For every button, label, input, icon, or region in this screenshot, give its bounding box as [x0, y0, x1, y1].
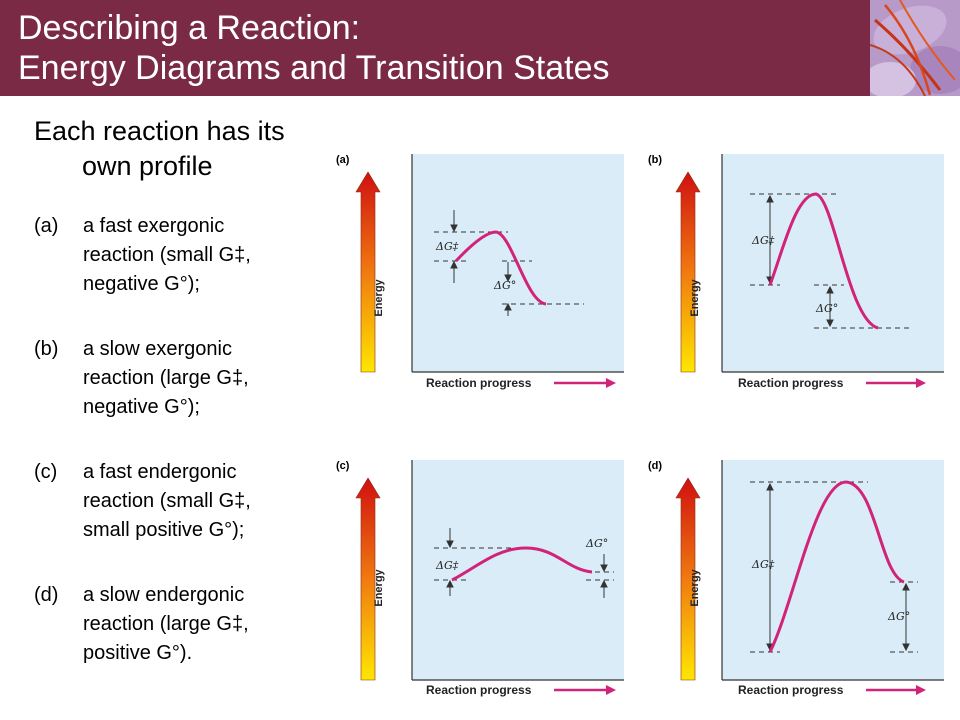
energy-curve [451, 546, 593, 582]
dg-activation-label: ΔG‡ [751, 234, 775, 247]
item-line: reaction (small G‡, [83, 490, 251, 512]
diagram-b: (b) Energy ΔG‡ ΔG° Reaction progress [648, 150, 948, 390]
progress-arrow [866, 378, 926, 388]
flower-image [870, 0, 960, 96]
dg-standard-label: ΔG° [815, 302, 838, 315]
plot-area [412, 460, 624, 680]
item-tag: (d) [34, 584, 59, 606]
energy-label: Energy [689, 568, 701, 606]
x-axis-label: Reaction progress [426, 376, 532, 390]
x-axis-label: Reaction progress [738, 683, 844, 697]
progress-arrow [554, 685, 616, 695]
item-line: small positive G°); [83, 519, 245, 541]
title-banner: Describing a Reaction: Energy Diagrams a… [0, 0, 960, 96]
dg-standard-label: ΔG° [585, 537, 608, 550]
dg-activation-label: ΔG‡ [435, 240, 459, 253]
title-line-1: Describing a Reaction: [18, 9, 361, 47]
energy-label: Energy [373, 278, 385, 316]
slide-title: Describing a Reaction: Energy Diagrams a… [18, 8, 610, 88]
list-item-d: (d) a slow endergonic reaction (large G‡… [34, 581, 334, 668]
list-item-b: (b) a slow exergonic reaction (large G‡,… [34, 335, 334, 422]
plot-area [722, 154, 944, 372]
panel-label: (c) [336, 460, 350, 472]
dg-standard-label: ΔG° [887, 610, 910, 623]
slide-body: Each reaction has its own profile (a) a … [34, 114, 334, 704]
progress-arrow [866, 685, 926, 695]
panel-label: (a) [336, 154, 350, 166]
x-axis-label: Reaction progress [738, 376, 844, 390]
item-line: reaction (small G‡, [83, 244, 251, 266]
list-item-a: (a) a fast exergonic reaction (small G‡,… [34, 212, 334, 299]
item-tag: (a) [34, 215, 59, 237]
dg-activation-label: ΔG‡ [751, 558, 775, 571]
item-line: a slow exergonic [83, 338, 232, 360]
item-line: reaction (large G‡, [83, 367, 249, 389]
diagram-a: (a) Energy ΔG‡ ΔG° Reaction progress [336, 150, 628, 390]
intro-line-2: own profile [82, 151, 213, 181]
x-axis-label: Reaction progress [426, 683, 532, 697]
intro-line-1: Each reaction has its [34, 116, 285, 146]
energy-arrow [675, 477, 701, 681]
energy-label: Energy [689, 278, 701, 316]
energy-arrow [675, 171, 701, 373]
item-line: a slow endergonic [83, 584, 245, 606]
item-tag: (b) [34, 338, 59, 360]
item-line: a fast exergonic [83, 215, 225, 237]
energy-label: Energy [373, 568, 385, 606]
panel-label: (b) [648, 154, 662, 166]
item-line: reaction (large G‡, [83, 613, 249, 635]
progress-arrow [554, 378, 616, 388]
dg-standard-label: ΔG° [493, 279, 516, 292]
diagram-c: (c) Energy ΔG‡ ΔG° Reaction progress [336, 456, 628, 702]
item-line: negative G°); [83, 396, 200, 418]
title-line-2: Energy Diagrams and Transition States [18, 49, 610, 87]
diagram-d: (d) Energy ΔG‡ ΔG° Reaction progress [648, 456, 948, 702]
plot-area [722, 460, 944, 680]
energy-arrow [355, 477, 381, 681]
item-line: a fast endergonic [83, 461, 237, 483]
dg-activation-label: ΔG‡ [435, 559, 459, 572]
list-item-c: (c) a fast endergonic reaction (small G‡… [34, 458, 334, 545]
item-line: negative G°); [83, 273, 200, 295]
item-line: positive G°). [83, 642, 193, 664]
energy-curve [768, 480, 905, 653]
energy-curve [768, 192, 879, 330]
panel-label: (d) [648, 460, 662, 472]
energy-curve [454, 230, 547, 306]
intro-text: Each reaction has its own profile [34, 114, 334, 184]
item-tag: (c) [34, 461, 58, 483]
energy-arrow [355, 171, 381, 373]
